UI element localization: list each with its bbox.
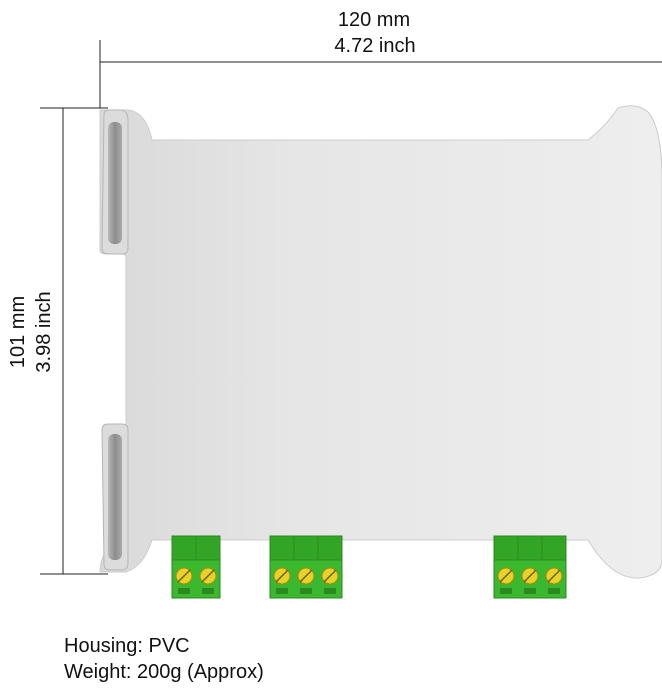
- din-slot-top: [108, 122, 122, 244]
- housing-material-text: Housing: PVC: [64, 635, 190, 657]
- width-mm-label: 120 mm: [338, 9, 410, 31]
- width-inch-label: 4.72 inch: [334, 35, 415, 57]
- height-dimension: 101 mm 3.98 inch: [7, 107, 108, 575]
- width-dimension: 120 mm 4.72 inch: [99, 9, 662, 108]
- specifications: Housing: PVC Weight: 200g (Approx): [64, 633, 264, 685]
- terminal-block-middle: [269, 535, 343, 599]
- din-slot-bottom: [108, 434, 122, 560]
- housing: [99, 105, 662, 579]
- weight-text: Weight: 200g (Approx): [64, 661, 264, 683]
- housing-body: [99, 105, 662, 579]
- height-mm-label: 101 mm: [7, 296, 29, 368]
- terminal-block-right: [493, 535, 567, 599]
- terminal-block-left: [171, 535, 221, 599]
- height-inch-label: 3.98 inch: [33, 291, 55, 372]
